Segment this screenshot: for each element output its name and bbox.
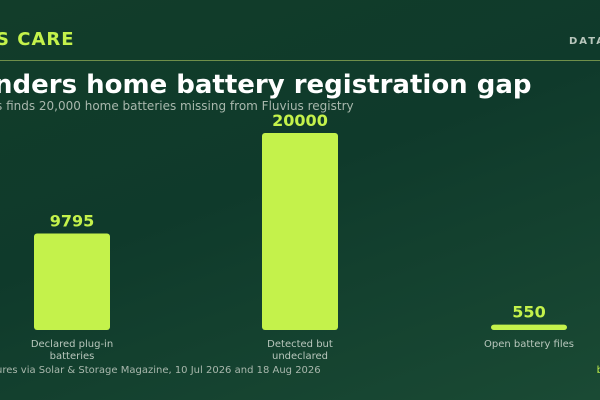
value-label-1: 9795 bbox=[50, 212, 95, 231]
chart-title: nders home battery registration gap bbox=[0, 70, 532, 100]
category-label-1-line-2: batteries bbox=[50, 351, 95, 362]
source-note: ures via Solar & Storage Magazine, 10 Ju… bbox=[0, 365, 321, 376]
bar-2 bbox=[262, 133, 338, 330]
value-label-3: 550 bbox=[512, 303, 545, 322]
category-label-2-line-1: Detected but bbox=[267, 339, 333, 350]
brand-logo-text: S CARE bbox=[0, 29, 75, 50]
category-label-2-line-2: undeclared bbox=[272, 351, 328, 362]
value-label-2: 20000 bbox=[272, 111, 328, 130]
header-divider bbox=[0, 60, 600, 61]
corner-text: b bbox=[596, 365, 600, 376]
section-label: DATA bbox=[568, 36, 600, 47]
category-label-3-line-1: Open battery files bbox=[484, 339, 574, 350]
category-label-1-line-1: Declared plug-in bbox=[31, 339, 113, 350]
chart-subtitle: s finds 20,000 home batteries missing fr… bbox=[0, 99, 354, 113]
bar-1 bbox=[34, 233, 110, 330]
bar-3 bbox=[491, 324, 567, 330]
